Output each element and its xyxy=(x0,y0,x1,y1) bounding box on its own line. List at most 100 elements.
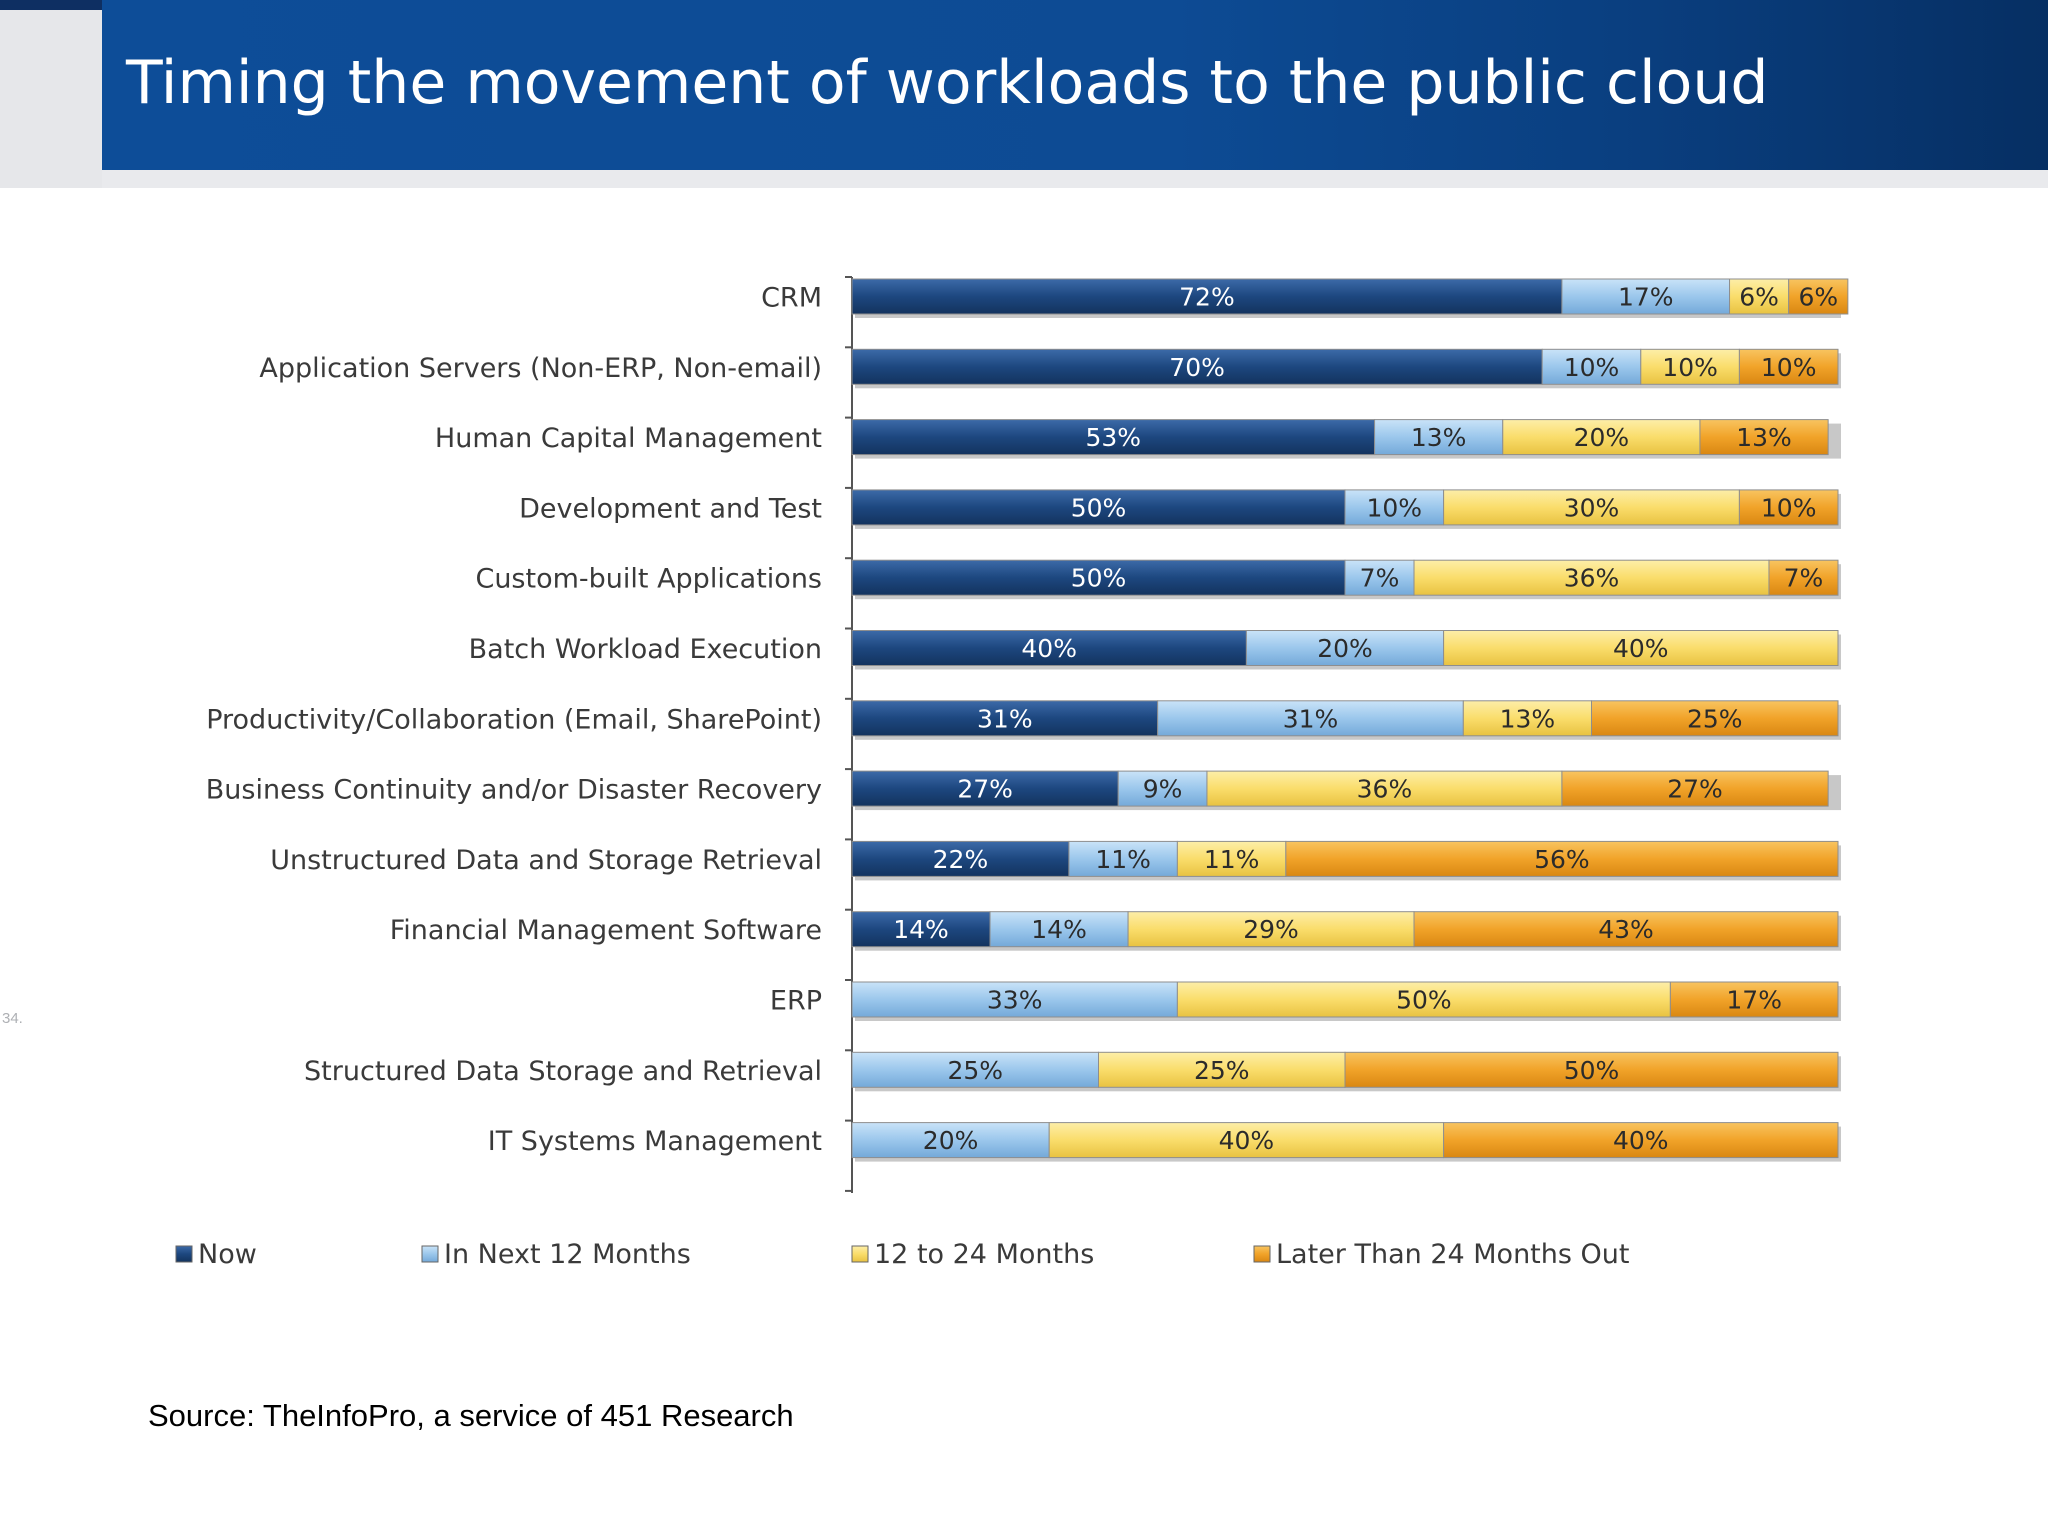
data-label: 14% xyxy=(893,915,949,944)
data-label: 31% xyxy=(977,704,1033,733)
bar-segment xyxy=(1344,1051,1839,1088)
category-label: Business Continuity and/or Disaster Reco… xyxy=(206,775,822,806)
legend-swatch xyxy=(175,1245,193,1263)
data-label: 29% xyxy=(1243,915,1299,944)
bar-segment xyxy=(851,840,1070,877)
bar-segment xyxy=(989,911,1129,948)
data-label: 6% xyxy=(1798,283,1838,312)
bar-segment xyxy=(1699,419,1829,456)
bar-segment xyxy=(1374,419,1504,456)
bar-segment xyxy=(1640,348,1740,385)
bar-segment xyxy=(1591,700,1839,737)
legend-swatch xyxy=(1253,1245,1271,1263)
data-label: 13% xyxy=(1411,423,1467,452)
bar-segment xyxy=(851,700,1159,737)
bar-segment xyxy=(1768,559,1839,596)
category-label: Unstructured Data and Storage Retrieval xyxy=(270,845,822,876)
bar-segment xyxy=(1117,770,1208,807)
data-label: 27% xyxy=(1667,775,1723,804)
data-label: 20% xyxy=(1574,423,1630,452)
bar-segment xyxy=(851,630,1247,666)
bar-segment xyxy=(851,489,1346,526)
legend-label: Now xyxy=(198,1239,257,1270)
data-label: 25% xyxy=(1687,704,1743,733)
category-label: Financial Management Software xyxy=(390,915,822,946)
category-label: CRM xyxy=(761,283,822,314)
data-label: 25% xyxy=(1194,1056,1250,1085)
bar-segment xyxy=(1788,278,1849,315)
bar-segment xyxy=(1245,630,1445,666)
bar-segment xyxy=(851,770,1119,807)
data-label: 40% xyxy=(1219,1126,1275,1155)
data-label: 33% xyxy=(987,986,1043,1015)
bar-segment xyxy=(1443,1122,1839,1159)
legend-swatch xyxy=(851,1245,869,1263)
bar-segment xyxy=(1413,559,1770,596)
bar-segment xyxy=(1176,840,1287,877)
data-label: 20% xyxy=(923,1126,979,1155)
bar-segment xyxy=(1443,489,1740,526)
data-label: 7% xyxy=(1784,564,1824,593)
bar-segment xyxy=(1344,559,1415,596)
data-label: 40% xyxy=(1021,634,1077,663)
legend-label: Later Than 24 Months Out xyxy=(1276,1239,1629,1270)
bar-segment xyxy=(851,981,1178,1018)
bar-segment xyxy=(1048,1122,1445,1159)
data-label: 7% xyxy=(1360,564,1400,593)
data-label: 14% xyxy=(1031,915,1087,944)
bar-segment xyxy=(851,1122,1050,1159)
bar-segment xyxy=(851,278,1563,315)
data-label: 9% xyxy=(1143,775,1183,804)
data-label: 13% xyxy=(1500,704,1556,733)
data-label: 20% xyxy=(1317,634,1373,663)
category-label: Productivity/Collaboration (Email, Share… xyxy=(206,704,822,735)
bar-segment xyxy=(1098,1051,1346,1088)
category-label: Application Servers (Non-ERP, Non-email) xyxy=(259,353,822,384)
data-label: 10% xyxy=(1367,493,1423,522)
page-number: 34. xyxy=(2,1010,23,1027)
data-label: 56% xyxy=(1534,845,1590,874)
bar-segment xyxy=(851,419,1376,456)
title-bar-shadow xyxy=(102,170,2048,188)
data-label: 6% xyxy=(1739,283,1779,312)
bar-segment xyxy=(1344,489,1445,526)
data-label: 50% xyxy=(1071,493,1127,522)
data-label: 43% xyxy=(1598,915,1654,944)
data-label: 70% xyxy=(1169,353,1225,382)
data-label: 40% xyxy=(1613,1126,1669,1155)
data-label: 10% xyxy=(1564,353,1620,382)
bar-segment xyxy=(1127,911,1415,948)
slide-title: Timing the movement of workloads to the … xyxy=(126,48,1769,118)
data-label: 17% xyxy=(1726,986,1782,1015)
category-label: Structured Data Storage and Retrieval xyxy=(304,1056,822,1087)
bar-segment xyxy=(1669,981,1839,1018)
data-label: 17% xyxy=(1618,283,1674,312)
legend-swatch xyxy=(421,1245,439,1263)
data-label: 22% xyxy=(933,845,989,874)
legend-label: In Next 12 Months xyxy=(444,1239,691,1270)
bar-segment xyxy=(851,1051,1099,1088)
category-label: ERP xyxy=(770,986,822,1017)
bar-segment xyxy=(1561,770,1829,807)
data-label: 11% xyxy=(1095,845,1151,874)
bar-segment xyxy=(851,348,1543,385)
data-label: 25% xyxy=(947,1056,1003,1085)
source-note: Source: TheInfoPro, a service of 451 Res… xyxy=(148,1398,794,1433)
data-label: 72% xyxy=(1179,283,1235,312)
data-label: 10% xyxy=(1761,493,1817,522)
data-label: 50% xyxy=(1396,986,1452,1015)
bar-segment xyxy=(851,911,991,948)
bar-segment xyxy=(1157,700,1464,737)
data-label: 31% xyxy=(1283,704,1339,733)
data-label: 10% xyxy=(1761,353,1817,382)
bar-segment xyxy=(1176,981,1671,1018)
data-label: 27% xyxy=(957,775,1013,804)
category-label: IT Systems Management xyxy=(488,1126,822,1157)
category-label: Batch Workload Execution xyxy=(469,634,822,665)
bar-segment xyxy=(1738,489,1839,526)
bar-segment xyxy=(1729,278,1790,315)
data-label: 40% xyxy=(1613,634,1669,663)
top-left-accent xyxy=(0,0,102,188)
category-label: Human Capital Management xyxy=(435,423,822,454)
